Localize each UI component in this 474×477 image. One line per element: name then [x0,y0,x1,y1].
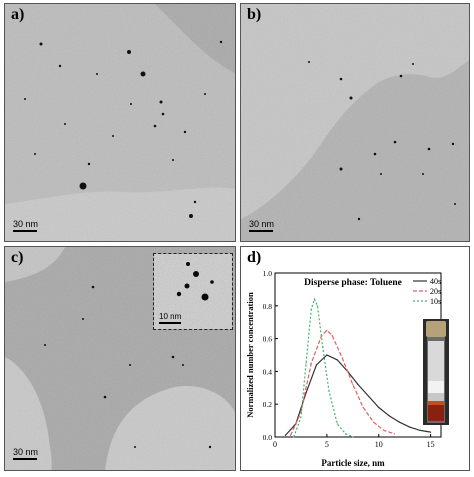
panel-b-label: b) [247,6,261,24]
scale-bar-c-line [13,458,37,460]
x-tick-label: 0 [273,440,277,449]
series-point-10s [337,423,338,424]
series-point-10s [317,305,318,306]
series-point-40s [378,407,379,408]
series-point-20s [352,384,353,385]
series-point-10s [322,346,323,347]
scale-bar-a-line [13,230,37,232]
y-tick-label: 0.2 [263,400,273,409]
series-point-10s [306,363,307,364]
series-point-10s [352,436,353,437]
series-point-20s [342,358,343,359]
series-point-40s [399,422,400,423]
series-point-40s [420,430,421,431]
series-point-20s [363,407,364,408]
tem-micrograph-a [5,4,236,242]
x-tick-label: 15 [427,440,435,449]
scale-bar-c-text: 30 nm [13,447,38,457]
chart-series [285,299,431,438]
series-point-20s [326,330,327,331]
tem-micrograph-b [241,4,470,242]
series-point-20s [290,435,291,436]
series-point-10s [300,417,301,418]
series-point-40s [357,384,358,385]
x-axis-label: Particle size, nm [321,458,385,468]
vial-image [423,319,449,425]
inset-scale-line [159,322,181,324]
series-point-40s [430,431,431,432]
series-point-10s [293,436,294,437]
y-tick-label: 0.0 [263,433,273,442]
panel-d-label: d) [247,249,261,267]
series-point-10s [314,299,315,300]
series-point-40s [409,427,410,428]
series-point-10s [311,308,312,309]
series-point-20s [373,422,374,423]
series-point-40s [389,415,390,416]
y-tick-label: 0.8 [263,302,273,311]
scale-bar-b-text: 30 nm [249,219,274,229]
tem-image-b: b) 30 nm [240,3,470,242]
y-axis-label: Normalized number concentration [245,292,255,418]
series-point-40s [316,364,317,365]
size-distribution-panel: d) 0 5 10 15 0.0 0.2 0.4 0.6 0.8 1.0 Disperse pha… [240,246,470,471]
legend-label-20s: 20s [430,287,441,296]
scale-bar-b-line [249,230,273,232]
x-tick-label: 5 [325,440,329,449]
inset-scale-bar: 10 nm [159,312,181,324]
scale-bar-b: 30 nm [249,219,274,232]
series-point-40s [285,435,286,436]
y-tick-label: 1.0 [263,269,273,278]
hrtem-inset: 10 nm [153,253,233,330]
legend-label-40s: 40s [430,277,441,286]
chart-axes: 0 5 10 15 0.0 0.2 0.4 0.6 0.8 1.0 [263,269,441,449]
scale-bar-a-text: 30 nm [13,219,38,229]
series-point-40s [368,395,369,396]
panel-c-label: c) [11,249,23,267]
series-line-20s [291,330,395,435]
tem-image-a: a) 30 nm [4,3,236,242]
scale-bar-a: 30 nm [13,219,38,232]
series-point-10s [345,433,346,434]
legend-label-10s: 10s [430,297,441,306]
series-point-20s [311,363,312,364]
x-tick-label: 10 [375,440,383,449]
series-point-20s [394,433,395,434]
scale-bar-c: 30 nm [13,447,38,460]
series-point-10s [328,390,329,391]
series-point-40s [326,354,327,355]
y-tick-label: 0.4 [263,367,273,376]
chart-legend: 40s20s10s [413,277,441,306]
series-point-20s [383,430,384,431]
panel-a-label: a) [11,6,24,24]
series-point-20s [331,335,332,336]
y-tick-label: 0.6 [263,335,273,344]
series-line-40s [285,355,430,435]
series-point-40s [337,359,338,360]
chart-title: Disperse phase: Toluene [304,278,402,288]
tem-image-c: 10 nm c) 30 nm [4,246,236,471]
vial-photo [423,319,449,425]
inset-scale-text: 10 nm [159,312,181,321]
